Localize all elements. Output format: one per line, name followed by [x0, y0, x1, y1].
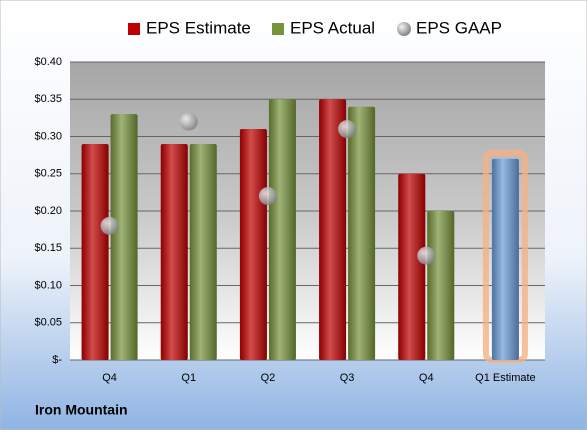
bar-shine — [319, 99, 347, 360]
legend-marker — [397, 22, 411, 36]
bar-shine — [427, 211, 455, 360]
bar-shine — [160, 143, 188, 360]
point — [100, 216, 119, 235]
legend-label: EPS GAAP — [416, 18, 502, 37]
point — [417, 246, 436, 265]
bar-shine — [491, 158, 519, 360]
legend-label: EPS Actual — [290, 18, 375, 37]
bar-shine — [110, 114, 138, 361]
bar-shine — [348, 106, 376, 360]
y-tick-label: $0.15 — [34, 242, 62, 254]
x-tick-label: Q3 — [340, 372, 355, 384]
point — [179, 112, 198, 131]
chart-title: Iron Mountain — [35, 402, 128, 418]
x-tick-label: Q1 — [181, 372, 196, 384]
legend-marker — [272, 23, 284, 35]
legend-marker — [128, 23, 140, 35]
x-tick-label: Q4 — [419, 372, 434, 384]
y-tick-label: $0.20 — [34, 205, 62, 217]
y-tick-label: $0.05 — [34, 317, 62, 329]
y-tick-label: $0.25 — [34, 168, 62, 180]
y-tick-label: $0.30 — [34, 130, 62, 142]
bar-shine — [268, 99, 296, 360]
y-tick-label: $0.35 — [34, 93, 62, 105]
x-tick-label: Q4 — [102, 372, 117, 384]
y-tick-label: $0.40 — [34, 56, 62, 68]
x-tick-label: Q1 Estimate — [475, 372, 536, 384]
y-tick-label: $0.10 — [34, 279, 62, 291]
bar-shine — [239, 129, 267, 360]
y-tick-label: $- — [52, 354, 62, 366]
bar-shine — [398, 173, 426, 360]
legend-label: EPS Estimate — [146, 18, 251, 37]
bar-shine — [81, 143, 109, 360]
point — [258, 187, 277, 206]
x-tick-label: Q2 — [261, 372, 276, 384]
bar-shine — [189, 143, 217, 360]
point — [338, 120, 357, 139]
